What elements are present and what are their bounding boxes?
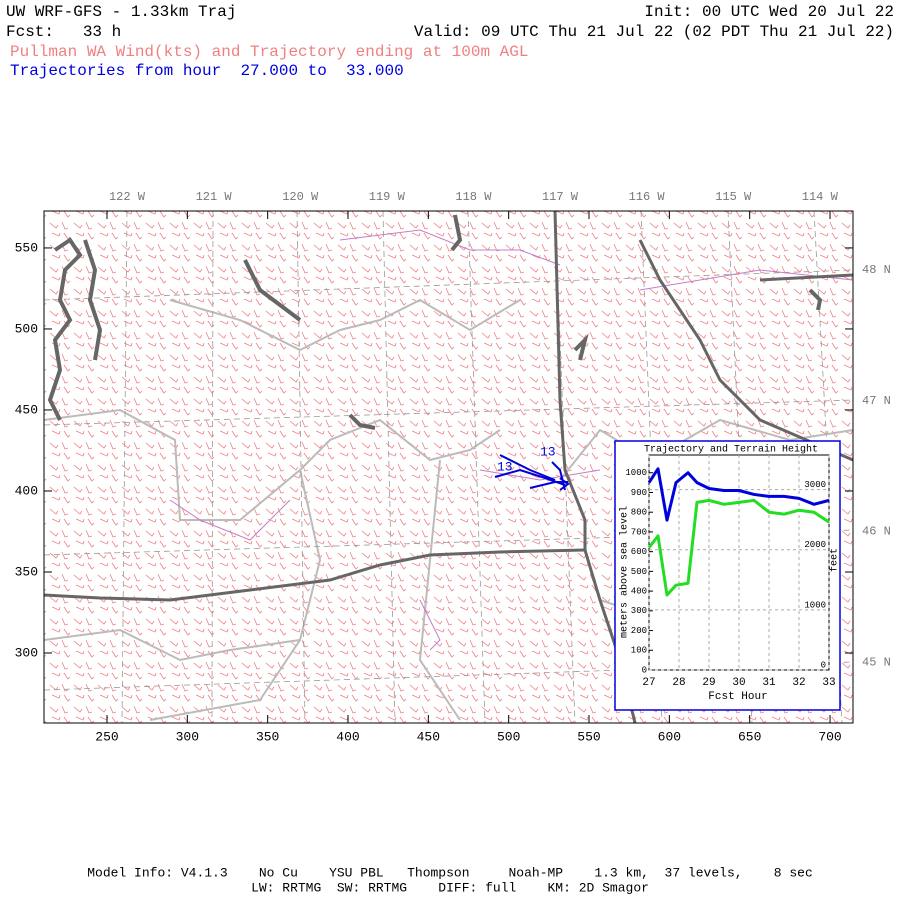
- longitude-label: 118 W: [455, 190, 492, 204]
- longitude-label: 117 W: [542, 190, 579, 204]
- trajectory-label: 13: [497, 459, 513, 474]
- x-tick-label: 600: [658, 729, 681, 744]
- longitude-label: 115 W: [715, 190, 752, 204]
- y2-tick-label: 1000: [804, 600, 826, 610]
- x-tick-label: 650: [738, 729, 761, 744]
- rivers: [169, 229, 854, 651]
- inset-title: Trajectory and Terrain Height: [644, 444, 818, 456]
- y-tick-label: 1000: [625, 468, 647, 478]
- y-tick-label: 350: [15, 564, 38, 579]
- latitude-label: 47 N: [862, 394, 891, 408]
- y2-tick-label: 3000: [804, 480, 826, 490]
- latitude-label: 46 N: [862, 525, 891, 539]
- x-tick-label: 30: [732, 677, 745, 689]
- series-line: [647, 467, 830, 522]
- x-tick-label: 29: [702, 677, 715, 689]
- y-tick-label: 300: [631, 606, 647, 616]
- y-tick-label: 300: [15, 645, 38, 660]
- footer-line: Model Info: V4.1.3 No Cu YSU PBL Thompso…: [87, 865, 813, 880]
- init-time: Init: 00 UTC Wed 20 Jul 22: [644, 3, 894, 21]
- latitude-label: 45 N: [862, 655, 891, 669]
- longitude-label: 120 W: [282, 190, 319, 204]
- y2-tick-label: 0: [821, 660, 826, 670]
- x-tick-label: 32: [792, 677, 805, 689]
- longitude-label: 116 W: [629, 190, 666, 204]
- y-tick-label: 100: [631, 646, 647, 656]
- y-axis-label: meters above sea level: [619, 506, 631, 638]
- y-tick-label: 600: [631, 547, 647, 557]
- trajectory-label: 13: [540, 444, 556, 459]
- subtitle: Pullman WA Wind(kts) and Trajectory endi…: [10, 43, 528, 61]
- inset-chart: Trajectory and Terrain Height Fcst Hour …: [614, 440, 841, 711]
- x-tick-label: 28: [672, 677, 685, 689]
- y-tick-label: 900: [631, 488, 647, 498]
- footer-line: LW: RRTMG SW: RRTMG DIFF: full KM: 2D Sm…: [251, 880, 649, 895]
- x-tick-label: 250: [95, 729, 118, 744]
- inset-box: [614, 440, 841, 711]
- y-tick-label: 400: [631, 586, 647, 596]
- valid-time: Valid: 09 UTC Thu 21 Jul 22 (02 PDT Thu …: [414, 23, 894, 41]
- y-tick-label: 400: [15, 483, 38, 498]
- y-tick-label: 800: [631, 508, 647, 518]
- x-tick-label: 550: [577, 729, 600, 744]
- y2-axis-label: feet: [829, 548, 841, 572]
- y2-tick-label: 2000: [804, 540, 826, 550]
- x-tick-label: 400: [336, 729, 359, 744]
- coastline: [47, 214, 823, 430]
- longitude-label: 119 W: [369, 190, 406, 204]
- longitude-label: 122 W: [109, 190, 146, 204]
- longitude-label: 121 W: [196, 190, 233, 204]
- x-tick-label: 500: [497, 729, 520, 744]
- map-frame: [43, 210, 854, 724]
- x-tick-label: 31: [762, 677, 776, 689]
- y-tick-label: 500: [631, 567, 647, 577]
- y-tick-label: 0: [642, 665, 647, 675]
- trajectory: [494, 454, 570, 491]
- x-tick-label: 450: [417, 729, 440, 744]
- y-tick-label: 700: [631, 527, 647, 537]
- x-tick-label: 700: [818, 729, 841, 744]
- x-tick-label: 27: [642, 677, 655, 689]
- forecast-hour: Fcst: 33 h: [6, 23, 121, 41]
- series-line: [647, 498, 830, 597]
- latitude-label: 48 N: [862, 263, 891, 277]
- y-tick-label: 500: [15, 321, 38, 336]
- title: UW WRF-GFS - 1.33km Traj: [6, 3, 236, 21]
- y-tick-label: 200: [631, 626, 647, 636]
- x-tick-label: 300: [176, 729, 199, 744]
- x-axis-label: Fcst Hour: [708, 691, 767, 703]
- y-tick-label: 550: [15, 240, 38, 255]
- y-tick-label: 450: [15, 402, 38, 417]
- x-tick-label: 350: [256, 729, 279, 744]
- trajectory-range: Trajectories from hour 27.000 to 33.000: [10, 62, 404, 80]
- longitude-label: 114 W: [802, 190, 839, 204]
- x-tick-label: 33: [822, 677, 835, 689]
